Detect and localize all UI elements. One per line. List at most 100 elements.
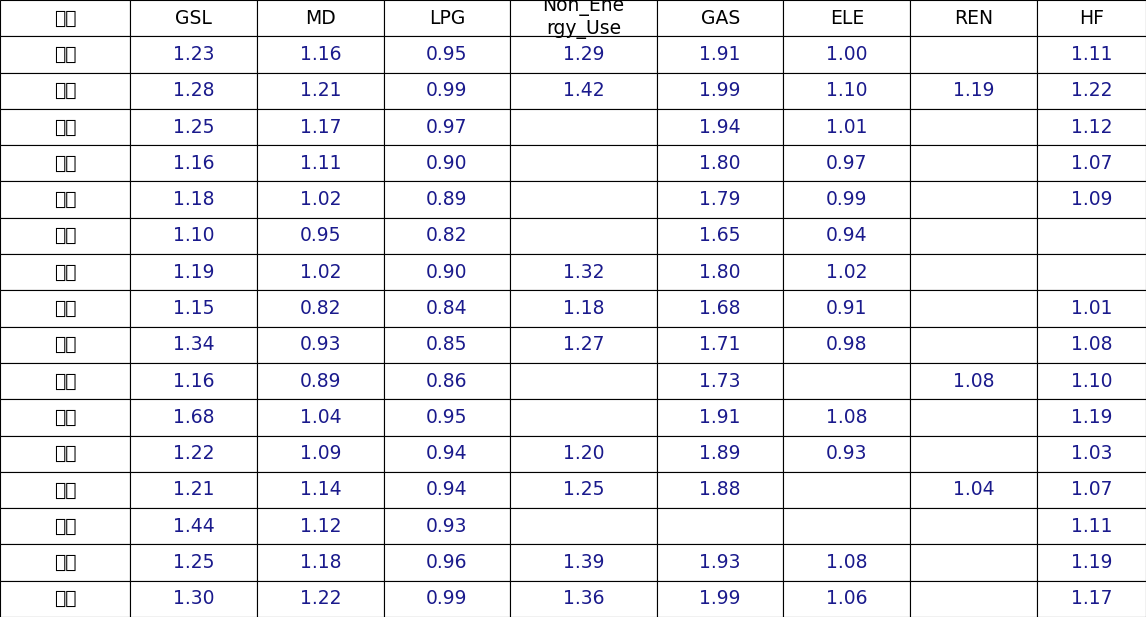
Bar bbox=[384, 145, 510, 181]
Bar bbox=[257, 326, 384, 363]
Bar bbox=[0, 363, 131, 399]
Bar bbox=[0, 109, 131, 145]
Text: 지역: 지역 bbox=[54, 9, 77, 28]
Bar bbox=[0, 145, 131, 181]
Bar bbox=[1037, 254, 1146, 291]
Text: Non_Ene
rgy_Use: Non_Ene rgy_Use bbox=[542, 0, 625, 39]
Bar bbox=[257, 508, 384, 544]
Bar bbox=[910, 109, 1037, 145]
Bar bbox=[384, 254, 510, 291]
Bar bbox=[1037, 0, 1146, 36]
Bar bbox=[0, 436, 131, 472]
Text: 1.07: 1.07 bbox=[1070, 481, 1112, 500]
Bar bbox=[510, 291, 657, 326]
Text: 1.79: 1.79 bbox=[699, 190, 740, 209]
Text: 1.68: 1.68 bbox=[699, 299, 740, 318]
Text: 1.36: 1.36 bbox=[563, 589, 604, 608]
Text: 1.02: 1.02 bbox=[299, 190, 342, 209]
Bar bbox=[657, 109, 784, 145]
Bar bbox=[657, 472, 784, 508]
Text: 0.86: 0.86 bbox=[426, 371, 468, 391]
Bar bbox=[510, 254, 657, 291]
Bar bbox=[0, 0, 131, 36]
Text: 1.22: 1.22 bbox=[1070, 81, 1112, 100]
Text: 1.22: 1.22 bbox=[299, 589, 342, 608]
Text: 0.95: 0.95 bbox=[426, 45, 468, 64]
Bar bbox=[1037, 145, 1146, 181]
Text: GSL: GSL bbox=[175, 9, 212, 28]
Text: ELE: ELE bbox=[830, 9, 864, 28]
Bar bbox=[784, 36, 910, 73]
Bar bbox=[0, 326, 131, 363]
Bar bbox=[784, 363, 910, 399]
Bar bbox=[910, 399, 1037, 436]
Bar bbox=[784, 508, 910, 544]
Text: 1.09: 1.09 bbox=[299, 444, 342, 463]
Text: 1.12: 1.12 bbox=[1070, 117, 1112, 136]
Bar bbox=[784, 218, 910, 254]
Bar bbox=[257, 581, 384, 617]
Bar bbox=[784, 399, 910, 436]
Text: 1.16: 1.16 bbox=[299, 45, 342, 64]
Bar bbox=[1037, 181, 1146, 218]
Bar bbox=[131, 181, 257, 218]
Text: 0.91: 0.91 bbox=[826, 299, 868, 318]
Text: 제주: 제주 bbox=[54, 517, 77, 536]
Text: 1.71: 1.71 bbox=[699, 335, 740, 354]
Text: 1.42: 1.42 bbox=[563, 81, 604, 100]
Bar bbox=[131, 254, 257, 291]
Text: 1.73: 1.73 bbox=[699, 371, 740, 391]
Text: 1.32: 1.32 bbox=[563, 263, 604, 282]
Bar bbox=[131, 544, 257, 581]
Text: GAS: GAS bbox=[700, 9, 740, 28]
Text: 1.14: 1.14 bbox=[299, 481, 342, 500]
Bar bbox=[131, 399, 257, 436]
Bar bbox=[1037, 581, 1146, 617]
Text: 1.99: 1.99 bbox=[699, 589, 740, 608]
Text: 1.07: 1.07 bbox=[1070, 154, 1112, 173]
Bar bbox=[657, 363, 784, 399]
Text: 1.19: 1.19 bbox=[1070, 408, 1112, 427]
Text: 1.28: 1.28 bbox=[173, 81, 214, 100]
Bar bbox=[384, 73, 510, 109]
Bar bbox=[0, 36, 131, 73]
Bar bbox=[257, 291, 384, 326]
Text: 1.08: 1.08 bbox=[1070, 335, 1112, 354]
Text: 0.99: 0.99 bbox=[826, 190, 868, 209]
Bar bbox=[784, 326, 910, 363]
Text: 1.80: 1.80 bbox=[699, 263, 740, 282]
Text: 1.93: 1.93 bbox=[699, 553, 740, 572]
Text: 0.93: 0.93 bbox=[299, 335, 342, 354]
Bar bbox=[257, 73, 384, 109]
Bar bbox=[257, 399, 384, 436]
Bar bbox=[0, 472, 131, 508]
Bar bbox=[910, 291, 1037, 326]
Bar bbox=[0, 181, 131, 218]
Bar bbox=[384, 326, 510, 363]
Text: 1.25: 1.25 bbox=[173, 553, 214, 572]
Text: 1.99: 1.99 bbox=[699, 81, 740, 100]
Text: 1.08: 1.08 bbox=[826, 553, 868, 572]
Text: 1.01: 1.01 bbox=[1070, 299, 1112, 318]
Text: 1.91: 1.91 bbox=[699, 408, 740, 427]
Text: 1.20: 1.20 bbox=[563, 444, 604, 463]
Bar bbox=[131, 73, 257, 109]
Text: 1.10: 1.10 bbox=[1070, 371, 1112, 391]
Text: 광주: 광주 bbox=[54, 190, 77, 209]
Text: 1.89: 1.89 bbox=[699, 444, 740, 463]
Bar bbox=[1037, 508, 1146, 544]
Bar bbox=[384, 363, 510, 399]
Text: 1.15: 1.15 bbox=[173, 299, 214, 318]
Text: 1.39: 1.39 bbox=[563, 553, 604, 572]
Bar bbox=[0, 254, 131, 291]
Bar bbox=[257, 145, 384, 181]
Text: 1.03: 1.03 bbox=[1070, 444, 1112, 463]
Bar bbox=[510, 544, 657, 581]
Bar bbox=[384, 36, 510, 73]
Text: 1.30: 1.30 bbox=[173, 589, 214, 608]
Bar bbox=[257, 544, 384, 581]
Text: 서울: 서울 bbox=[54, 335, 77, 354]
Bar bbox=[131, 0, 257, 36]
Bar bbox=[131, 109, 257, 145]
Text: 1.22: 1.22 bbox=[173, 444, 214, 463]
